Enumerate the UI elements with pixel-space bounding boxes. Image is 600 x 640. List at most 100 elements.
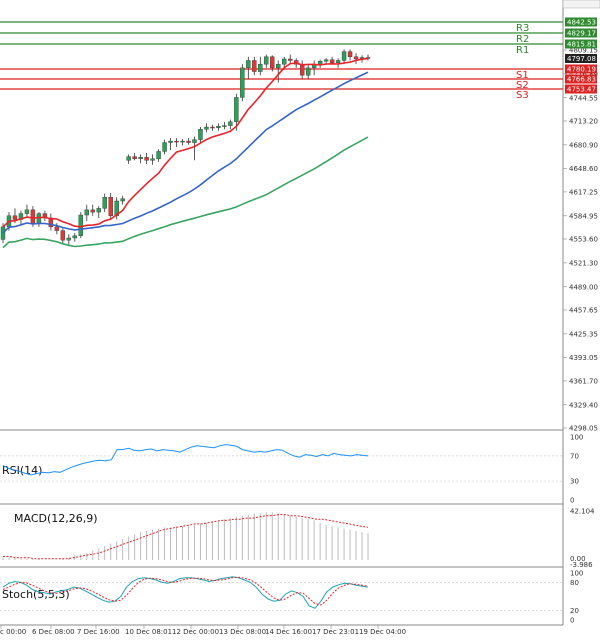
- candle-body: [156, 151, 161, 160]
- ma-slow-line: [2, 136, 369, 249]
- candle-body: [276, 63, 281, 69]
- candle-body: [353, 56, 359, 60]
- candle-body: [78, 214, 83, 236]
- current-price-tag: [565, 54, 597, 63]
- candle-body: [335, 60, 341, 63]
- price-tick-label: 4648.60: [569, 165, 598, 173]
- time-tick-label: 13 Dec 08:00: [219, 628, 266, 636]
- price-tick-label: 4521.30: [569, 259, 598, 267]
- candle-body: [90, 209, 95, 213]
- price-tick-label: 4361.70: [569, 377, 598, 385]
- candle-body: [72, 235, 78, 239]
- main-panel: 4809.15 4776.89 4744.55 4713.20 4680.90 4648.…: [0, 0, 600, 625]
- candle-body: [305, 67, 311, 76]
- candle-body: [270, 56, 275, 69]
- stoch-label: Stoch(5,5,3): [2, 588, 70, 601]
- candle-body: [180, 140, 185, 143]
- candle-body: [234, 97, 239, 123]
- candle-body: [162, 142, 167, 152]
- price-tick-label: 4584.95: [569, 212, 598, 220]
- resistance-name-r2: R2: [516, 34, 529, 45]
- stoch-tick-label: 0: [570, 617, 574, 625]
- time-tick-label: 17 Dec 23:01: [312, 628, 359, 636]
- resistance-price-tag: [565, 39, 597, 49]
- candle-body: [264, 56, 269, 65]
- stoch-k-line: [2, 576, 369, 609]
- candle-body: [96, 208, 101, 213]
- support-price-label: 4753.47: [567, 86, 596, 94]
- support-name-s1: S1: [516, 70, 529, 81]
- rsi-axis-ticks: 100 70 30 0: [0, 434, 583, 505]
- ma-medium-line: [2, 71, 369, 234]
- candle-body: [174, 140, 179, 143]
- macd-signal-line: [3, 514, 369, 560]
- price-tick-label: 4776.89: [569, 70, 598, 78]
- macd-tick-label: 0.00: [570, 555, 586, 563]
- candle-body: [120, 198, 125, 202]
- price-tick-label: 4713.20: [569, 117, 598, 125]
- time-tick-label: c 00:00: [0, 628, 26, 636]
- rsi-line: [2, 444, 369, 476]
- candle-body: [66, 237, 72, 241]
- price-tick-label: 4553.60: [569, 236, 598, 244]
- candle-body: [192, 139, 197, 143]
- top-right-corner-box: [562, 0, 600, 9]
- price-tick-label: 4298.05: [569, 425, 598, 433]
- candle-body: [299, 63, 305, 76]
- rsi-polyline: [2, 444, 369, 476]
- price-tick-label: 4809.15: [569, 47, 598, 55]
- time-tick-label: 14 Dec 16:00: [265, 628, 312, 636]
- price-tick-label: 4680.90: [569, 141, 598, 149]
- support-price-tag: [565, 64, 597, 74]
- candle-body: [60, 230, 66, 241]
- time-tick-label: 19 Dec 04:00: [359, 628, 406, 636]
- time-axis-ticks: c 00:00 6 Dec 08:00 7 Dec 16:00 10 Dec 08:0…: [0, 625, 406, 636]
- macd-tick-label: 42.104: [570, 508, 595, 516]
- support-price-tag: [565, 84, 597, 94]
- candle-body: [222, 125, 227, 127]
- resistance-price-tag: [565, 28, 597, 38]
- candle-body: [252, 60, 257, 72]
- candle-body: [258, 63, 263, 72]
- time-tick-label: 12 Dec 00:00: [172, 628, 219, 636]
- macd-tick-label: -3.986: [570, 561, 593, 569]
- candle-body: [329, 59, 335, 63]
- support-price-tag: [565, 74, 597, 84]
- moving-averages: [2, 57, 369, 249]
- rsi-tick-label: 30: [570, 478, 579, 486]
- candle-body: [54, 226, 60, 231]
- support-resistance-levels: R3 4842.53 R2 4829.17 R1 4815.81 S1 4780.19 S2 47…: [0, 17, 597, 101]
- candle-body: [293, 60, 299, 65]
- price-tick-label: 4457.65: [569, 306, 598, 314]
- current-price-label: 4797.08: [567, 55, 596, 63]
- candle-body: [138, 157, 143, 160]
- resistance-price-label: 4829.17: [567, 30, 596, 38]
- candle-body: [132, 156, 137, 160]
- support-name-s2: S2: [516, 80, 529, 91]
- candlesticks: [0, 49, 371, 246]
- macd-signal-polyline: [3, 514, 369, 560]
- macd-label: MACD(12,26,9): [14, 512, 98, 525]
- price-tick-label: 4744.55: [569, 94, 598, 102]
- rsi-tick-label: 100: [570, 434, 583, 442]
- rsi-label: RSI(14): [2, 464, 42, 477]
- stoch-d-line: [2, 576, 369, 606]
- resistance-price-tag: [565, 17, 597, 27]
- macd-histogram: [2, 512, 369, 560]
- candle-body: [323, 59, 329, 62]
- resistance-name-r3: R3: [516, 23, 529, 34]
- price-axis-ticks: 4809.15 4776.89 4744.55 4713.20 4680.90 4648.…: [563, 47, 598, 433]
- candle-body: [144, 157, 149, 161]
- candle-body: [210, 126, 215, 129]
- candle-body: [24, 209, 30, 214]
- time-tick-label: 6 Dec 08:00: [32, 628, 75, 636]
- candle-body: [0, 226, 6, 240]
- candle-body: [30, 209, 36, 224]
- macd-panel: MACD(12,26,9) 42.104 0.00-3.986: [0, 508, 595, 570]
- candle-body: [246, 60, 251, 69]
- stoch-tick-label: 100: [570, 570, 583, 578]
- macd-axis-ticks: 42.104 0.00-3.986: [570, 508, 595, 570]
- stoch-lines: [2, 576, 369, 609]
